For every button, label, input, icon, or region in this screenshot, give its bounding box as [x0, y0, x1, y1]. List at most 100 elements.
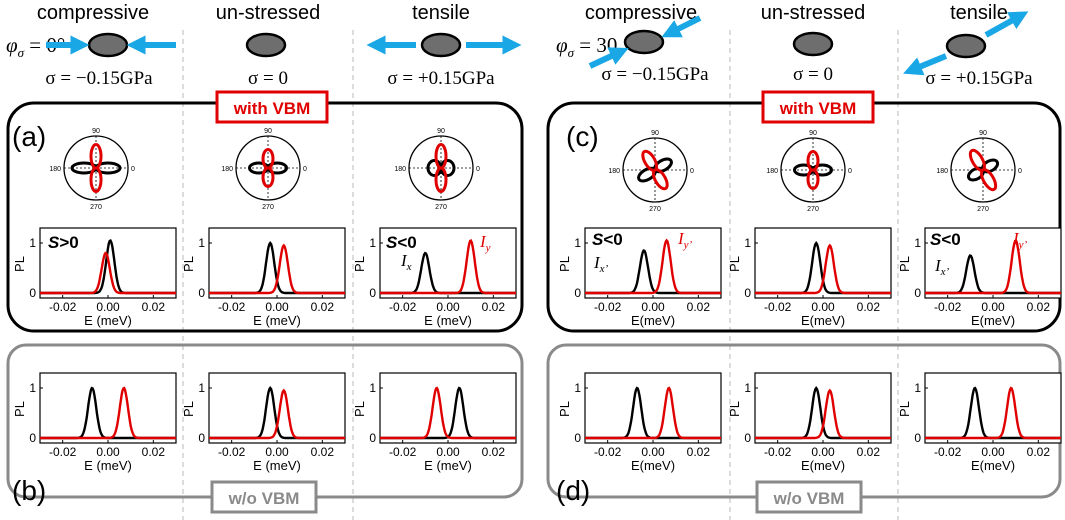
sigma-unstressed-left: σ = 0 [248, 68, 288, 89]
x-tick-label: 0.00 [641, 300, 665, 314]
y-tick-label: 0 [198, 431, 205, 445]
x-tick-label: 0.00 [96, 445, 120, 459]
plot-frame [924, 372, 1062, 444]
polar-angle-270: 270 [977, 206, 989, 213]
x-axis-label: E(meV) [631, 313, 675, 328]
y-tick-label: 1 [914, 381, 921, 395]
polar-angle-270: 270 [90, 204, 102, 211]
y-tick-label: 0 [914, 286, 921, 300]
arrow-tensile-right-a [903, 53, 948, 76]
without-vbm-label-box-right [755, 480, 863, 514]
y-tick-label: 1 [574, 236, 581, 250]
polar-angle-180: 180 [221, 166, 233, 173]
dot-compressive-right [623, 29, 665, 55]
y-tick-label: 0 [574, 431, 581, 445]
sigma-tensile-left: σ = +0.15GPa [387, 68, 495, 89]
x-tick-label: 0.00 [436, 300, 460, 314]
x-tick-label: 0.02 [687, 300, 711, 314]
y-tick-label: 1 [198, 236, 205, 250]
x-tick-label: 0.02 [482, 300, 506, 314]
polar-angle-180: 180 [394, 166, 406, 173]
without-vbm-label-left: w/o VBM [228, 489, 300, 508]
y-tick-label: 0 [198, 286, 205, 300]
y-tick-label: 0 [29, 431, 36, 445]
x-axis-label: E (meV) [424, 313, 472, 328]
ixp-label-compressive: Ix’ [593, 253, 609, 275]
pl-plot: -0.02 0.00 0.02 0 1PL E(meV) [727, 372, 892, 473]
y-axis-label: PL [352, 401, 367, 417]
y-tick-label: 0 [29, 286, 36, 300]
lobe-red-bottom [434, 166, 448, 193]
plot-frame [379, 372, 517, 444]
polar-angle-180: 180 [49, 166, 61, 173]
series-red-line [380, 238, 516, 295]
x-axis-label: E(meV) [801, 313, 845, 328]
x-axis-label: E (meV) [84, 458, 132, 473]
x-axis-label: E (meV) [84, 313, 132, 328]
y-tick-label: 1 [29, 381, 36, 395]
panel-letter-c: (c) [566, 121, 599, 152]
x-axis-label: E(meV) [971, 458, 1015, 473]
s-negative-label-compressive-30: S<0 [592, 230, 623, 249]
polar-plot: 90 0 180 270 [49, 128, 135, 211]
x-tick-label: 0.00 [981, 300, 1005, 314]
series-red-line [755, 388, 891, 440]
without-vbm-label-right: w/o VBM [773, 489, 845, 508]
y-tick-label: 1 [744, 236, 751, 250]
ixp-label-tensile: Ix’ [934, 256, 950, 278]
polar-angle-0: 0 [303, 166, 307, 173]
polar-plot: 90 0 180 270 [936, 130, 1022, 213]
y-tick-label: 1 [369, 381, 376, 395]
y-tick-label: 1 [744, 381, 751, 395]
dot-tensile-right [945, 33, 987, 59]
polar-angle-90: 90 [92, 128, 100, 135]
arrow-compressive-right-b [661, 15, 702, 38]
lobe-red-bottom [651, 168, 669, 191]
pl-plot: -0.02 0.00 0.02 0 1PL E (meV) [352, 227, 517, 328]
y-axis-label: PL [12, 256, 27, 272]
plot-frame [208, 372, 346, 444]
dot-tensile-left [420, 32, 462, 58]
x-tick-label: -0.02 [764, 300, 792, 314]
polar-plots: 90 0 180 270 90 0 180 270 90 0 180 270 90 0 180 270 90 0 1… [49, 128, 1022, 213]
x-axis-label: E(meV) [801, 458, 845, 473]
panel-letter-b: (b) [12, 475, 46, 506]
stress-ellipses [87, 29, 987, 59]
plot-frame [754, 372, 892, 444]
pl-plot: -0.02 0.00 0.02 0 1PL E(meV) [557, 227, 722, 328]
y-axis-label: PL [181, 401, 196, 417]
polar-angle-90: 90 [809, 130, 817, 137]
plot-frame [379, 227, 517, 299]
pl-plot: -0.02 0.00 0.02 0 1PL E(meV) [897, 372, 1062, 473]
sigma-unstressed-right: σ = 0 [793, 64, 833, 85]
pl-plot: -0.02 0.00 0.02 0 1PL E (meV) [181, 227, 346, 328]
series-red-line [40, 386, 176, 440]
without-vbm-label-box-left [210, 480, 318, 514]
y-axis-label: PL [897, 401, 912, 417]
polar-angle-270: 270 [262, 204, 274, 211]
pl-plot: -0.02 0.00 0.02 0 1PL E (meV) [12, 372, 177, 473]
pl-plot: -0.02 0.00 0.02 0 1PL E (meV) [12, 227, 177, 328]
x-tick-label: 0.02 [857, 300, 881, 314]
y-tick-label: 0 [369, 431, 376, 445]
y-tick-label: 1 [29, 236, 36, 250]
series-red-line [585, 386, 721, 440]
series-red-line [585, 238, 721, 295]
header-compressive-right: compressive [585, 2, 697, 24]
stress-arrows [46, 11, 1029, 76]
x-tick-label: 0.02 [1027, 300, 1051, 314]
polar-angle-90: 90 [264, 128, 272, 135]
header-tensile-right: tensile [950, 2, 1008, 24]
sigma-tensile-right: σ = +0.15GPa [925, 68, 1033, 89]
x-axis-label: E (meV) [253, 313, 301, 328]
header-compressive-left: compressive [37, 2, 149, 24]
header-tensile-left: tensile [412, 2, 470, 24]
lobe-red-bottom [806, 168, 820, 190]
x-tick-label: 0.00 [641, 445, 665, 459]
polar-lobes-red [968, 148, 998, 192]
sigma-compressive-right: σ = −0.15GPa [601, 64, 709, 85]
lobe-red-bottom [89, 166, 103, 193]
x-tick-label: 0.00 [265, 300, 289, 314]
polar-angle-0: 0 [690, 168, 694, 175]
